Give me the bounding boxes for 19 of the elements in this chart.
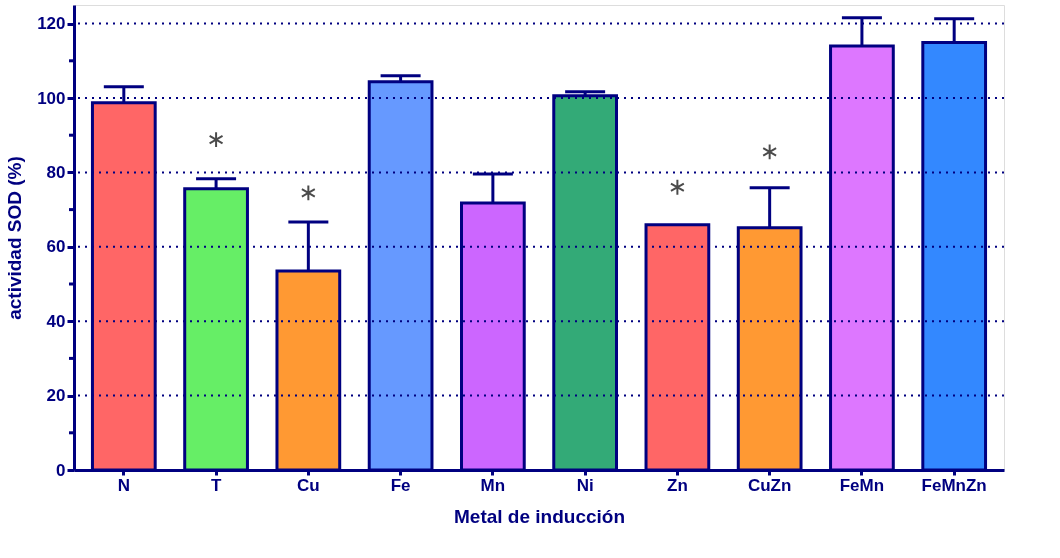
y-tick-label: 120	[37, 14, 66, 34]
y-tick-label: 20	[46, 386, 66, 406]
y-tick-label: 60	[46, 237, 66, 257]
y-tick-label: 0	[56, 460, 66, 480]
x-tick-label: Zn	[667, 475, 688, 495]
x-axis-title: Metal de inducción	[453, 505, 626, 527]
x-tick-label: Cu	[297, 475, 320, 495]
x-tick-label: T	[210, 475, 222, 495]
x-tick-label: FeMnZn	[921, 475, 987, 495]
x-tick-label: Mn	[480, 475, 506, 495]
x-tick-label: N	[117, 475, 130, 495]
x-tick-label: Ni	[576, 475, 594, 495]
y-tick-label: 40	[46, 311, 66, 331]
y-axis-title: actividad SOD (%)	[4, 156, 26, 320]
y-tick-label: 100	[37, 88, 66, 108]
x-tick-label: FeMn	[839, 475, 885, 495]
x-tick-label: Fe	[390, 475, 411, 495]
x-tick-label: CuZn	[747, 475, 792, 495]
y-tick-label: 80	[46, 162, 66, 182]
